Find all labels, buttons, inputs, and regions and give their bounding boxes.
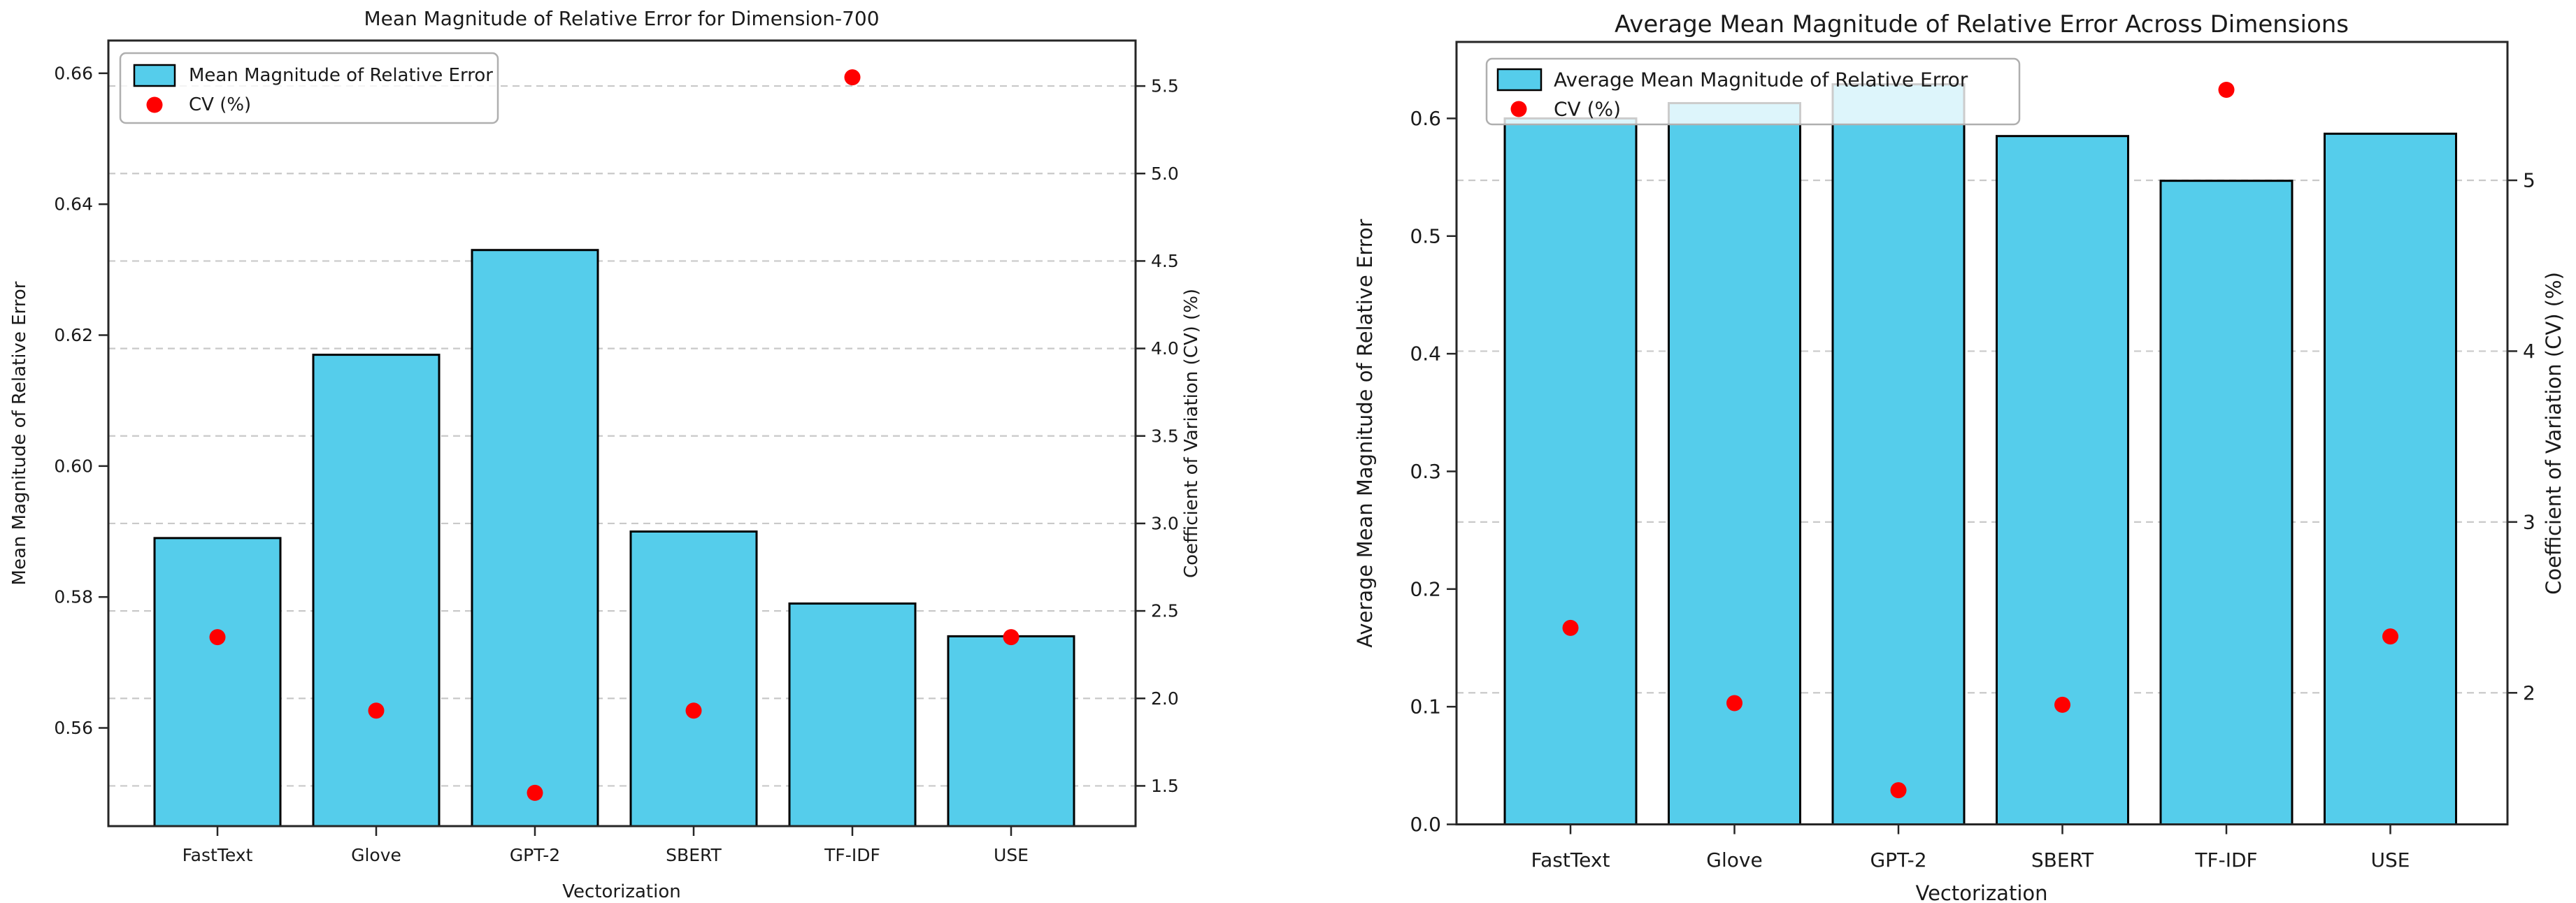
x-tick-label-GPT-2: GPT-2 — [510, 845, 560, 865]
bar-Glove — [312, 354, 441, 828]
bar-SBERT — [1996, 135, 2129, 825]
bar-TF-IDF — [2159, 180, 2294, 825]
right-axis-tick-label: 5 — [2523, 168, 2535, 192]
legend-dot-swatch — [146, 96, 163, 113]
cv-dot-USE — [1003, 629, 1019, 646]
bar-FastText — [153, 537, 282, 828]
right-axis-tick-label: 4 — [2523, 340, 2535, 363]
left-axis-tick-label: 0.56 — [54, 718, 93, 738]
right-axis-tick-label: 4.5 — [1151, 251, 1179, 271]
bar-GPT-2 — [471, 249, 599, 828]
right-axis-tick-label: 1.5 — [1151, 776, 1179, 796]
right-axis-tick-label: 5.0 — [1151, 164, 1179, 184]
bar-SBERT — [629, 530, 758, 828]
bar-USE — [947, 635, 1075, 828]
right-chart-ylabel-right: Coefficient of Variation (CV) (%) — [2542, 272, 2566, 595]
cv-dot-SBERT — [2054, 696, 2070, 713]
right-chart-ylabel: Average Mean Magnitude of Relative Error — [1353, 219, 1377, 647]
bar-GPT-2 — [1831, 83, 1966, 826]
x-tick-label-TF-IDF: TF-IDF — [824, 845, 880, 865]
left-axis-tick-label: 0.5 — [1410, 224, 1441, 247]
bar-USE — [2324, 132, 2457, 826]
bar-TF-IDF — [788, 602, 917, 828]
left-axis-tick-label: 0.62 — [54, 325, 93, 345]
left-axis-tick-label: 0.2 — [1410, 577, 1441, 600]
plot-border — [107, 39, 1137, 828]
left-axis-tick-label: 0.1 — [1410, 695, 1441, 718]
x-tick-label-SBERT: SBERT — [2031, 848, 2094, 872]
right-axis-tick-label: 5.5 — [1151, 76, 1179, 96]
right-axis-tick-label: 4.0 — [1151, 338, 1179, 359]
x-tick-label-USE: USE — [994, 845, 1029, 865]
right-axis-tick-label: 3 — [2523, 510, 2535, 533]
bar-Glove — [1668, 102, 1801, 826]
x-tick-label-GPT-2: GPT-2 — [1870, 848, 1926, 872]
left-chart-title: Mean Magnitude of Relative Error for Dim… — [364, 7, 879, 30]
legend-bar-swatch — [133, 64, 176, 87]
right-chart-xlabel: Vectorization — [1915, 881, 2047, 903]
legend-label-bar: Average Mean Magnitude of Relative Error — [1554, 68, 1968, 92]
bar-FastText — [1503, 117, 1638, 825]
cv-dot-USE — [2382, 628, 2398, 645]
left-chart: 0.56 0.58 0.60 0.62 0.64 0.66 1.5 2.0 2.5 3.0 3.5 4… — [54, 39, 1179, 865]
legend-label-bar: Mean Magnitude of Relative Error — [189, 65, 493, 86]
left-axis-tick-label: 0.58 — [54, 587, 93, 607]
right-axis-tick-label: 3.5 — [1151, 426, 1179, 446]
right-axis-tick-label: 2.5 — [1151, 601, 1179, 621]
cv-dot-GPT-2 — [1890, 782, 1907, 799]
left-axis-tick-label: 0.66 — [54, 63, 93, 83]
legend-label-cv: CV (%) — [189, 94, 251, 115]
left-axis-tick-label: 0.0 — [1410, 813, 1441, 836]
cv-dot-FastText — [209, 629, 226, 646]
cv-dot-SBERT — [685, 702, 702, 719]
left-chart-ylabel-right: Coefficient of Variation (CV) (%) — [1181, 289, 1202, 578]
cv-dot-GPT-2 — [527, 784, 543, 801]
right-axis-tick-label: 3.0 — [1151, 513, 1179, 533]
x-tick-label-USE: USE — [2371, 848, 2410, 872]
right-axis-tick-label: 2 — [2523, 681, 2535, 705]
cv-dot-Glove — [1726, 695, 1743, 711]
right-axis-tick-label: 2.0 — [1151, 688, 1179, 709]
legend-bar-swatch — [1496, 68, 1543, 92]
left-axis-tick-label: 0.6 — [1410, 107, 1441, 130]
cv-dot-Glove — [368, 702, 385, 719]
x-tick-label-Glove: Glove — [351, 845, 401, 865]
left-chart-ylabel: Mean Magnitude of Relative Error — [9, 281, 30, 585]
x-tick-label-TF-IDF: TF-IDF — [2194, 848, 2257, 872]
x-tick-label-FastText: FastText — [183, 845, 253, 865]
left-axis-tick-label: 0.3 — [1410, 460, 1441, 483]
left-axis-tick-label: 0.60 — [54, 456, 93, 476]
cv-dot-TF-IDF — [2218, 81, 2235, 98]
left-chart-xlabel: Vectorization — [562, 881, 680, 902]
right-chart-title: Average Mean Magnitude of Relative Error… — [1615, 10, 2349, 38]
x-tick-label-Glove: Glove — [1706, 848, 1762, 872]
left-axis-tick-label: 0.64 — [54, 194, 93, 215]
cv-dot-TF-IDF — [844, 69, 861, 86]
right-chart: 0.0 0.1 0.2 0.3 0.4 0.5 0.6 2 3 4 5 FastText Glove GP… — [1410, 41, 2535, 872]
x-tick-label-FastText: FastText — [1531, 848, 1610, 872]
cv-dot-FastText — [1562, 619, 1579, 636]
x-tick-label-SBERT: SBERT — [666, 845, 722, 865]
left-axis-tick-label: 0.4 — [1410, 342, 1441, 366]
legend-box — [1485, 57, 2021, 126]
legend-label-cv: CV (%) — [1554, 98, 1621, 121]
plot-border — [1455, 41, 2509, 825]
legend-dot-swatch — [1510, 101, 1527, 117]
legend-box — [119, 52, 499, 124]
